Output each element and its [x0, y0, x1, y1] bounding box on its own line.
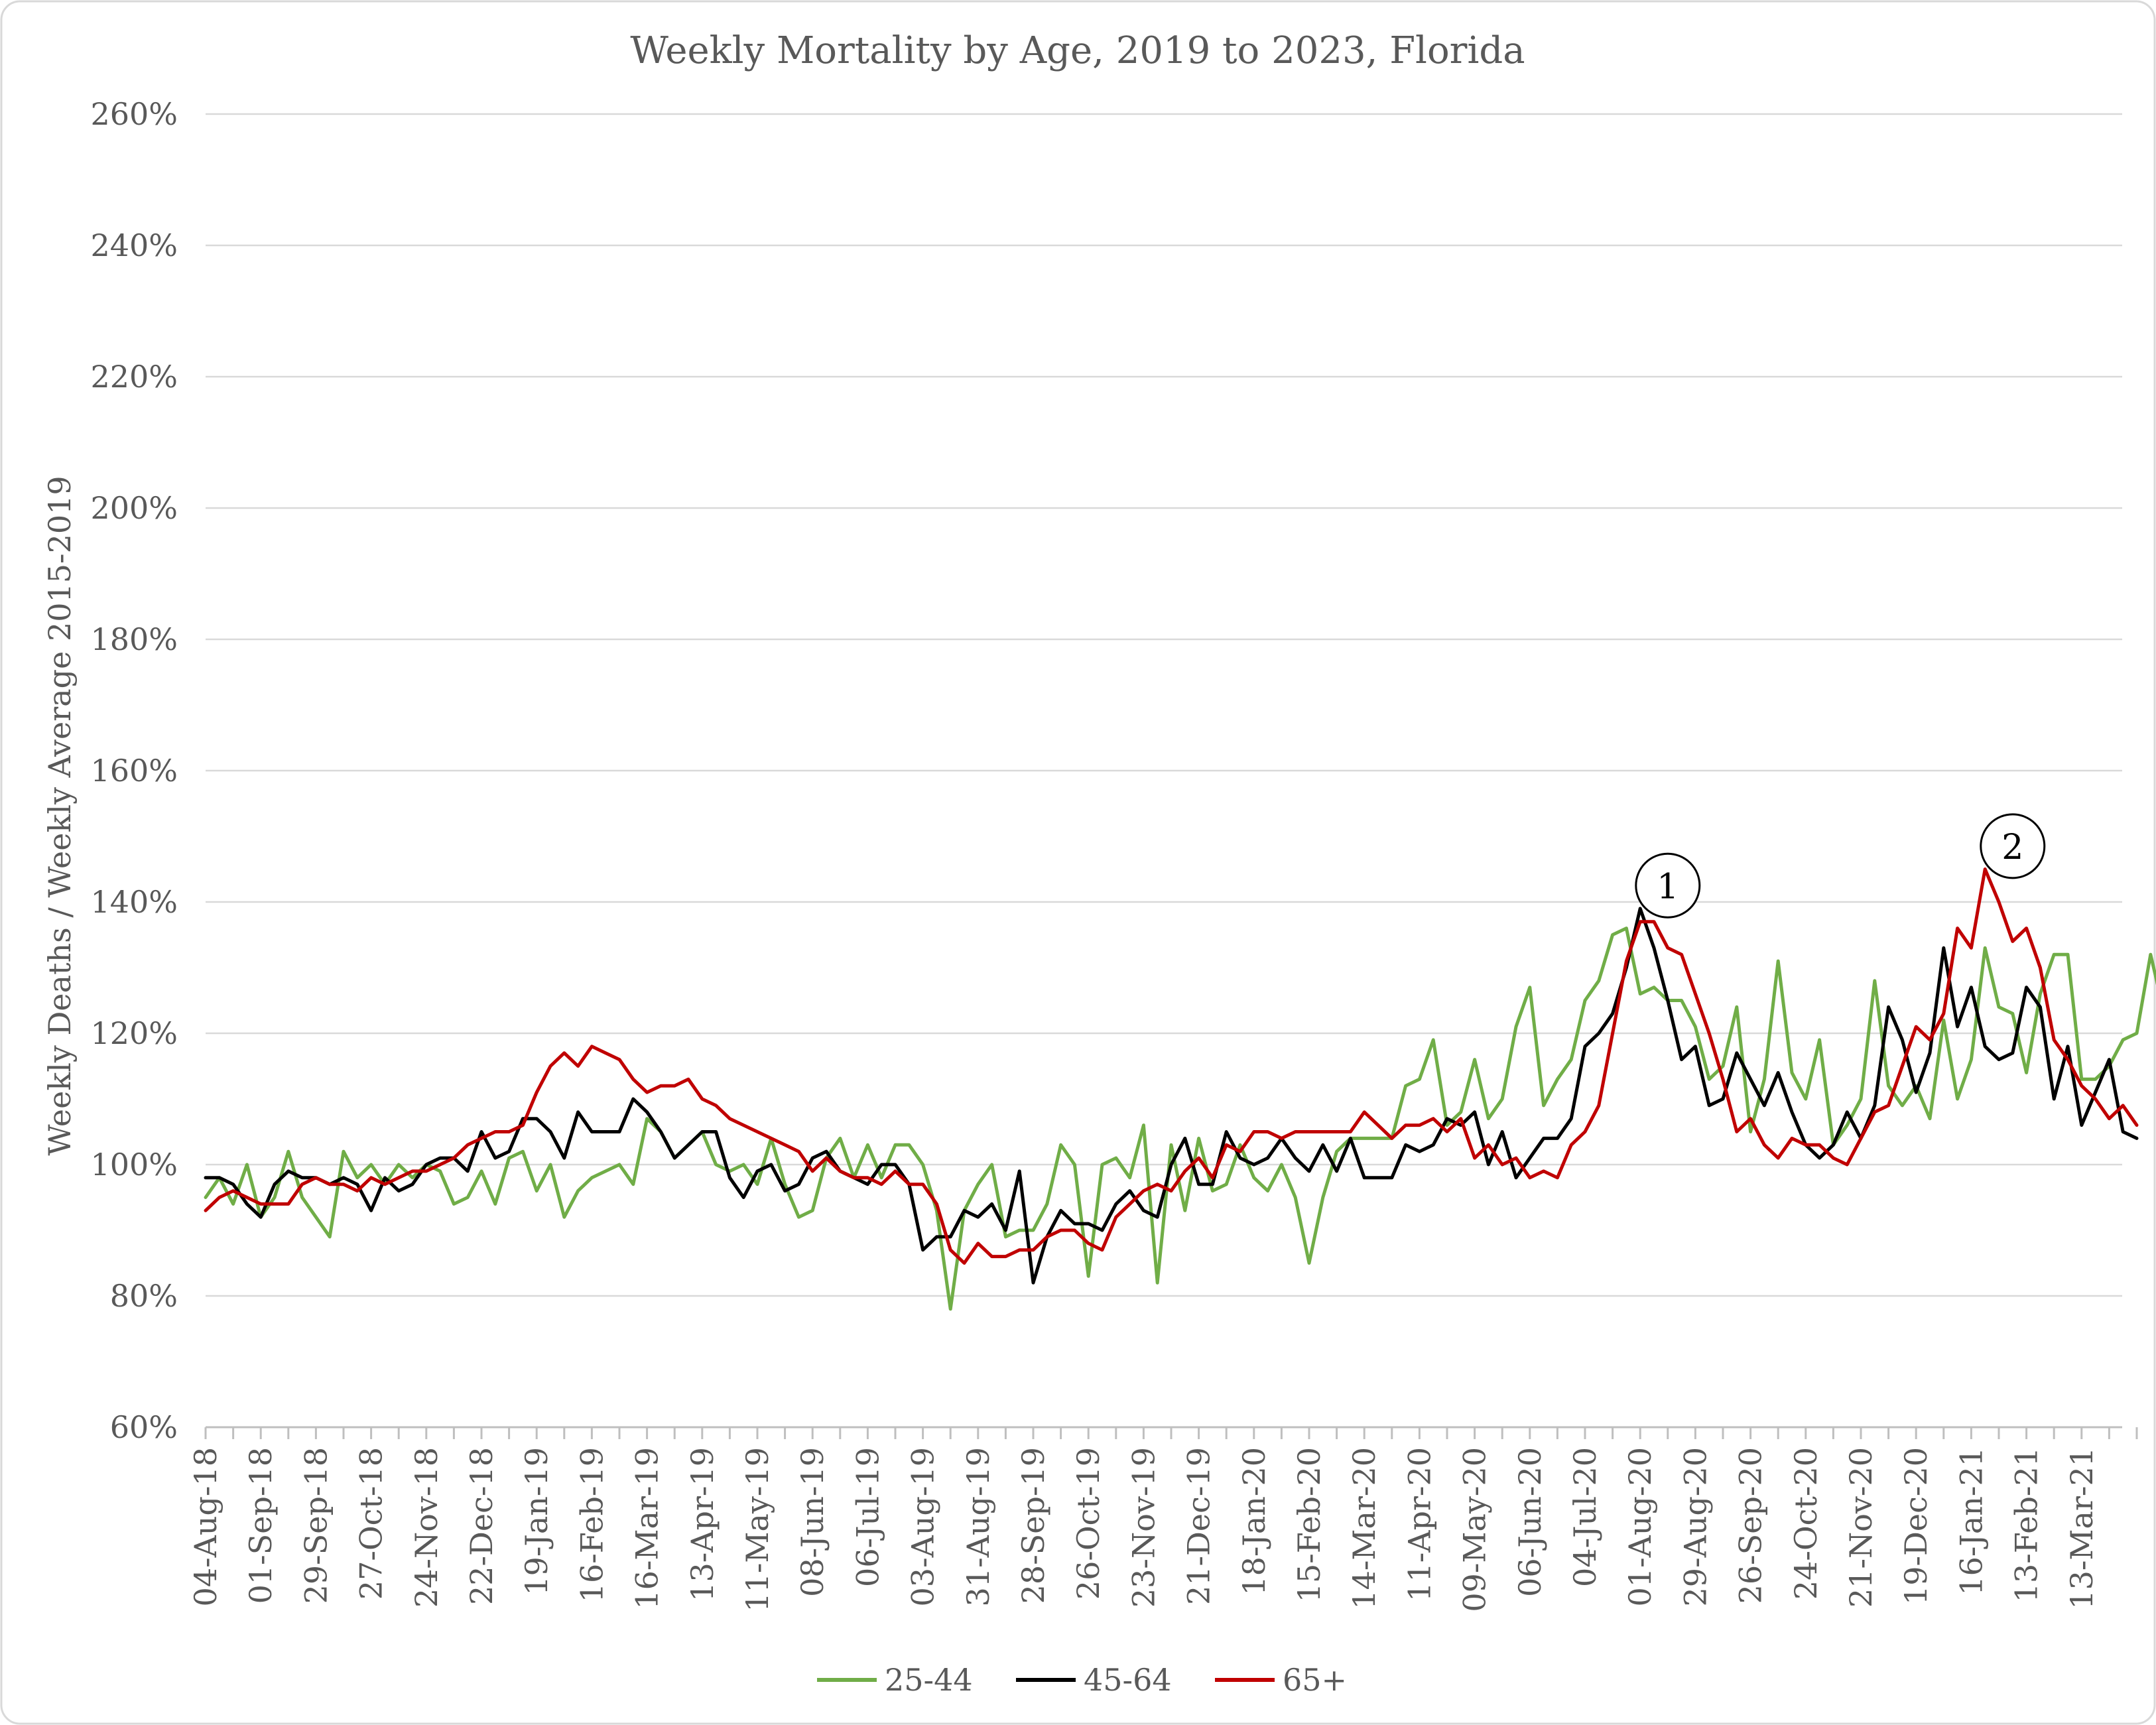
annotation-label: 2 — [2001, 828, 2023, 867]
x-tick-label: 23-Nov-19 — [1125, 1447, 1161, 1608]
y-tick-label: 180% — [90, 621, 178, 657]
x-tick-label: 04-Aug-18 — [188, 1447, 223, 1606]
series-lines — [204, 867, 2156, 1311]
x-tick-label: 19-Dec-20 — [1898, 1447, 1934, 1605]
x-tick-label: 11-May-19 — [739, 1447, 775, 1612]
y-tick-label: 200% — [90, 490, 178, 526]
y-tick-label: 80% — [110, 1278, 178, 1314]
x-tick-label: 24-Oct-20 — [1788, 1447, 1824, 1600]
x-tick-label: 09-May-20 — [1457, 1447, 1493, 1612]
x-tick-label: 01-Aug-20 — [1622, 1447, 1658, 1606]
x-tick-label: 29-Sep-18 — [298, 1447, 334, 1604]
legend-label: 65+ — [1283, 1662, 1347, 1698]
x-tick-label: 13-Feb-21 — [2009, 1447, 2045, 1602]
annotations: 12 — [1635, 813, 2046, 919]
y-tick-label: 60% — [110, 1409, 178, 1445]
x-tick-label: 04-Jul-20 — [1567, 1447, 1603, 1587]
annotation-label: 1 — [1657, 867, 1679, 907]
y-tick-label: 140% — [90, 884, 178, 920]
series-line-25-44 — [204, 926, 2156, 1311]
x-tick-label: 31-Aug-19 — [960, 1447, 996, 1606]
y-tick-label: 240% — [90, 227, 178, 263]
gridlines — [206, 113, 2122, 1297]
x-tick-label: 26-Sep-20 — [1733, 1447, 1769, 1604]
y-tick-label: 120% — [90, 1015, 178, 1051]
y-tick-label: 260% — [90, 96, 178, 132]
annotation-circle — [1635, 852, 1701, 919]
x-tick-label: 21-Nov-20 — [1843, 1447, 1879, 1608]
x-axis-ticks: 04-Aug-18 01-Sep-18 29-Sep-18 27-Oct-18 24-N… — [188, 1426, 2138, 1612]
x-tick-label: 28-Sep-19 — [1015, 1447, 1051, 1604]
legend-label: 25-44 — [885, 1662, 973, 1698]
y-axis-label: Weekly Deaths / Weekly Average 2015-2019 — [42, 476, 78, 1155]
x-tick-label: 06-Jun-20 — [1512, 1447, 1548, 1597]
y-tick-label: 160% — [90, 753, 178, 789]
x-tick-label: 15-Feb-20 — [1291, 1447, 1327, 1602]
y-axis-ticks: 60% 80% 100% 120% 140% 160% 180% 200% 220% 240% 26… — [90, 96, 178, 1445]
legend-label: 45-64 — [1084, 1662, 1172, 1698]
x-tick-label: 06-Jul-19 — [850, 1447, 885, 1587]
x-tick-label: 19-Jan-19 — [519, 1447, 554, 1596]
x-tick-label: 22-Dec-18 — [464, 1447, 499, 1605]
x-tick-label: 11-Apr-20 — [1401, 1447, 1437, 1602]
y-tick-label: 220% — [90, 359, 178, 395]
x-tick-label: 16-Jan-21 — [1953, 1447, 1989, 1596]
x-tick-label: 13-Mar-21 — [2064, 1447, 2100, 1610]
x-tick-label: 26-Oct-19 — [1070, 1447, 1106, 1600]
series-line-45-64 — [204, 907, 2139, 1285]
x-tick-label: 14-Mar-20 — [1346, 1447, 1382, 1610]
x-tick-label: 27-Oct-18 — [353, 1447, 389, 1600]
legend: 25-44 45-64 65+ — [817, 1662, 1347, 1698]
x-tick-label: 21-Dec-19 — [1181, 1447, 1217, 1605]
x-tick-label: 24-Nov-18 — [409, 1447, 444, 1608]
x-tick-label: 13-Apr-19 — [684, 1447, 720, 1602]
x-tick-label: 16-Mar-19 — [629, 1447, 665, 1610]
annotation-circle — [1980, 813, 2046, 879]
x-tick-label: 03-Aug-19 — [905, 1447, 941, 1606]
x-tick-label: 18-Jan-20 — [1236, 1447, 1272, 1596]
x-tick-label: 16-Feb-19 — [574, 1447, 609, 1602]
y-tick-label: 100% — [90, 1147, 178, 1182]
x-tick-label: 29-Aug-20 — [1677, 1447, 1713, 1606]
chart-title: Weekly Mortality by Age, 2019 to 2023, F… — [630, 29, 1525, 72]
x-tick-label: 01-Sep-18 — [243, 1447, 279, 1604]
series-line-65+ — [204, 867, 2139, 1265]
x-tick-label: 08-Jun-19 — [794, 1447, 830, 1597]
